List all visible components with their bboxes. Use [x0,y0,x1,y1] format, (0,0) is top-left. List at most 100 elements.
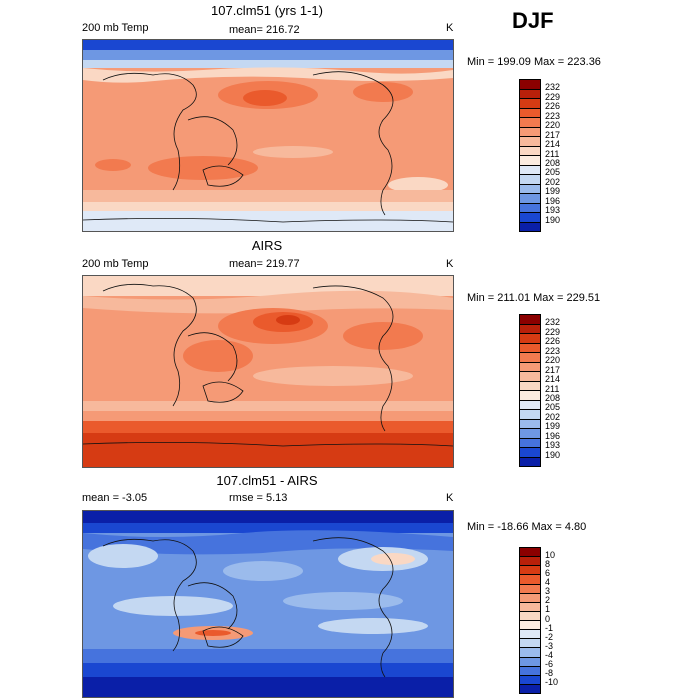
colorbar-label: 229 [545,326,561,337]
colorbar-swatch [520,548,540,558]
colorbar-swatch [520,593,540,603]
panel-1-title: 107.clm51 (yrs 1-1) [211,3,323,18]
panel-3-minmax: Min = -18.66 Max = 4.80 [467,521,587,533]
panel-2-title: AIRS [251,238,283,253]
colorbar-swatch [520,457,540,466]
colorbar-label: 0 [545,613,551,624]
colorbar-swatch [520,89,540,99]
colorbar-label: 193 [545,205,561,216]
colorbar-label: -3 [545,640,554,651]
colorbar-swatch [520,602,540,612]
colorbar-label: 202 [545,411,561,422]
panel-1-map [82,39,454,232]
colorbar-swatch [520,448,540,458]
colorbar-swatch [520,194,540,204]
colorbar-label: 226 [545,336,561,347]
colorbar-label: 223 [545,110,561,121]
colorbar-swatch [520,315,540,325]
colorbar-swatch [520,584,540,594]
panel-2-variable: 200 mb Temp [82,258,149,270]
colorbar-swatch [520,118,540,128]
colorbar-swatch [520,621,540,631]
colorbar-label: 211 [545,383,560,394]
colorbar-swatch [520,175,540,185]
colorbar-label: 190 [545,214,561,225]
colorbar-label: 10 [545,550,556,561]
colorbar-swatch [520,575,540,585]
colorbar-swatch [520,127,540,137]
colorbar-label: 217 [545,364,561,375]
panel-3-rmse: rmse = 5.13 [229,492,288,504]
panel-1-colorbar [519,79,541,232]
panel-3-map-field [83,511,453,697]
colorbar-label: -10 [545,676,559,687]
colorbar-swatch [520,419,540,429]
colorbar-label: 196 [545,430,561,441]
colorbar-label: 217 [545,129,561,140]
colorbar-label: 1 [545,604,551,615]
colorbar-label: -8 [545,667,554,678]
colorbar-label: 193 [545,440,561,451]
colorbar-swatch [520,222,540,231]
colorbar-label: 232 [545,82,561,93]
panel-3-mean: mean = -3.05 [82,492,148,504]
colorbar-swatch [520,324,540,334]
panel-1-minmax: Min = 199.09 Max = 223.36 [467,56,601,68]
colorbar-label: -4 [545,649,554,660]
colorbar-label: 199 [545,186,561,197]
colorbar-label: 6 [545,568,551,579]
panel-3-units: K [446,492,454,504]
colorbar-label: -6 [545,658,554,669]
panel-1-mean: mean= 216.72 [229,24,300,36]
colorbar-label: 214 [545,374,561,385]
colorbar-label: 226 [545,101,561,112]
colorbar-swatch [520,391,540,401]
colorbar-label: 205 [545,167,561,178]
colorbar-label: 199 [545,421,561,432]
colorbar-swatch [520,353,540,363]
panel-3-title: 107.clm51 - AIRS [216,473,318,488]
panel-2-map-field [83,276,453,467]
colorbar-swatch [520,184,540,194]
colorbar-label: 196 [545,195,561,206]
colorbar-swatch [520,80,540,90]
colorbar-label: -2 [545,631,554,642]
colorbar-label: 208 [545,157,561,168]
colorbar-swatch [520,372,540,382]
colorbar-swatch [520,137,540,147]
panel-1-map-field [83,40,453,231]
season-label: DJF [512,8,554,33]
colorbar-swatch [520,639,540,649]
colorbar-swatch [520,362,540,372]
colorbar-swatch [520,213,540,223]
colorbar-swatch [520,648,540,658]
colorbar-swatch [520,684,540,693]
colorbar-swatch [520,410,540,420]
colorbar-swatch [520,343,540,353]
colorbar-swatch [520,156,540,166]
colorbar-label: 202 [545,176,561,187]
colorbar-label: 208 [545,392,561,403]
colorbar-label: 190 [545,449,561,460]
colorbar-label: 2 [545,595,551,606]
colorbar-label: 3 [545,586,551,597]
colorbar-label: 214 [545,139,561,150]
panel-3-map [82,510,454,698]
panel-1-variable: 200 mb Temp [82,22,149,34]
colorbar-swatch [520,666,540,676]
panel-2-minmax: Min = 211.01 Max = 229.51 [467,292,601,304]
colorbar-swatch [520,566,540,576]
colorbar-swatch [520,99,540,109]
colorbar-swatch [520,203,540,213]
panel-1-colorbar-labels: 232 229 226 223 220 217 214 211 208 205 202 199 196 1… [545,79,585,230]
colorbar-label: 229 [545,91,561,102]
colorbar-swatch [520,611,540,621]
colorbar-swatch [520,657,540,667]
colorbar-swatch [520,108,540,118]
colorbar-label: 8 [545,559,551,570]
colorbar-label: 232 [545,317,561,328]
panel-1-units: K [446,22,454,34]
panel-2-colorbar-labels: 232 229 226 223 220 217 214 211 208 205 202 199 196 1… [545,314,585,465]
colorbar-swatch [520,334,540,344]
colorbar-swatch [520,675,540,685]
